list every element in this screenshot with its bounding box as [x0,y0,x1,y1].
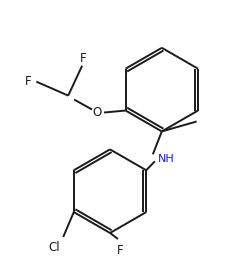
Text: F: F [25,75,32,88]
Text: F: F [79,52,86,65]
Text: NH: NH [157,154,173,164]
Text: Cl: Cl [48,241,60,254]
Text: O: O [92,106,101,119]
Text: F: F [116,244,123,257]
